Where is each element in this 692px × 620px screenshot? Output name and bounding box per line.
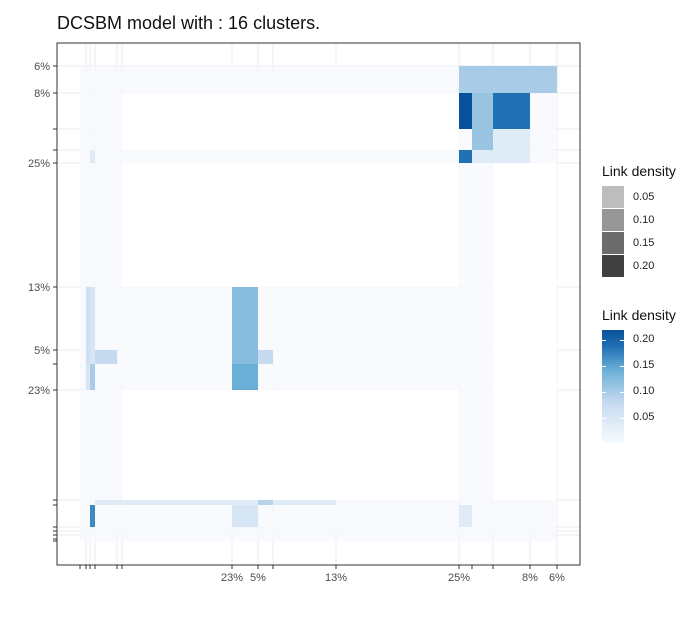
- heatmap-cell: [459, 150, 472, 163]
- x-tick-label: 23%: [221, 572, 243, 584]
- legend-colorbar: Link density 0.20 0.15 0.10 0.05: [602, 307, 676, 443]
- legend-title: Link density: [602, 163, 676, 179]
- y-tick-label: 8%: [34, 88, 50, 100]
- heatmap-cell: [232, 500, 258, 505]
- axis-ticks: 6% 8% 25% 13% 5% 23% 23% 5% 13% 25% 8% 6%: [28, 61, 565, 584]
- panel-border: [56, 42, 581, 566]
- legend-swatch: [602, 255, 624, 277]
- heatmap-cell: [493, 93, 530, 129]
- heatmap-cell: [122, 500, 232, 505]
- colorbar-tick: [620, 366, 624, 367]
- colorbar-tick: [620, 392, 624, 393]
- heatmap-cell: [86, 350, 90, 364]
- heatmap-cell: [90, 287, 95, 350]
- colorbar-tick: [602, 418, 606, 419]
- legend-title: Link density: [602, 307, 676, 323]
- heatmap-cell: [258, 500, 273, 505]
- x-tick-label: 6%: [549, 572, 565, 584]
- legend-label: 0.15: [633, 237, 655, 249]
- chart-title: DCSBM model with : 16 clusters.: [57, 13, 321, 33]
- y-tick-label: 6%: [34, 61, 50, 73]
- heatmap-cell: [95, 350, 117, 364]
- density-blocks: [86, 66, 557, 527]
- background-block: [493, 163, 557, 500]
- heatmap-cell: [90, 505, 95, 527]
- heatmap-cell: [273, 500, 336, 505]
- colorbar-label: 0.10: [633, 385, 655, 397]
- background-block: [122, 163, 459, 287]
- y-tick-label: 13%: [28, 282, 50, 294]
- heatmap-cell: [459, 93, 472, 129]
- legend-label: 0.20: [633, 260, 655, 272]
- colorbar-label: 0.15: [633, 359, 655, 371]
- x-tick-label: 13%: [325, 572, 347, 584]
- heatmap-cell: [472, 129, 493, 150]
- legend-size: Link density 0.05 0.10 0.15 0.20: [602, 163, 676, 277]
- legend-swatch: [602, 186, 624, 208]
- heatmap-cell: [232, 505, 258, 527]
- legend-swatch: [602, 232, 624, 254]
- legend-label: 0.10: [633, 214, 655, 226]
- heatmap-cell: [493, 66, 530, 93]
- heatmap-cell: [232, 287, 258, 350]
- heatmap-cell: [493, 129, 530, 150]
- y-tick-label: 23%: [28, 385, 50, 397]
- heatmap-cell: [232, 350, 258, 364]
- heatmap-cell: [95, 500, 117, 505]
- heatmap-cell: [90, 150, 95, 163]
- x-tick-label: 5%: [250, 572, 266, 584]
- legend-label: 0.05: [633, 191, 655, 203]
- y-tick-label: 25%: [28, 158, 50, 170]
- colorbar-gradient: [602, 330, 624, 443]
- heatmap-cell: [530, 66, 557, 93]
- heatmap-cell: [90, 364, 95, 390]
- heatmap-cell: [493, 150, 530, 163]
- heatmap-cell: [472, 150, 493, 163]
- heatmap-cell: [459, 505, 472, 527]
- colorbar-tick: [602, 366, 606, 367]
- heatmap-cell: [86, 364, 90, 390]
- heatmap-cell: [86, 287, 90, 350]
- y-tick-label: 5%: [34, 345, 50, 357]
- heatmap-cell: [117, 500, 122, 505]
- colorbar-tick: [602, 340, 606, 341]
- heatmap-cell: [459, 66, 472, 93]
- background-block: [122, 390, 459, 500]
- colorbar-label: 0.20: [633, 333, 655, 345]
- colorbar-tick: [620, 418, 624, 419]
- heatmap-cell: [258, 350, 273, 364]
- legend-swatch: [602, 209, 624, 231]
- heatmap-cell: [472, 66, 493, 93]
- x-tick-label: 25%: [448, 572, 470, 584]
- colorbar-body: 0.20 0.15 0.10 0.05: [602, 330, 676, 443]
- colorbar-label: 0.05: [633, 411, 655, 423]
- heatmap-cell: [90, 350, 95, 364]
- heatmap-cell: [232, 364, 258, 390]
- colorbar-tick: [602, 392, 606, 393]
- colorbar-tick: [620, 340, 624, 341]
- heatmap-cell: [472, 93, 493, 129]
- x-tick-label: 8%: [522, 572, 538, 584]
- background-block: [122, 93, 459, 150]
